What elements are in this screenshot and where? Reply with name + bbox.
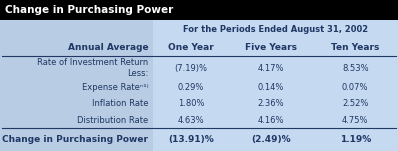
Text: 1.19%: 1.19% [339, 135, 371, 144]
FancyBboxPatch shape [0, 20, 398, 151]
Text: 4.75%: 4.75% [342, 116, 369, 125]
Text: 2.36%: 2.36% [258, 100, 284, 109]
Text: Inflation Rate: Inflation Rate [92, 100, 148, 109]
Text: 0.29%: 0.29% [178, 84, 204, 93]
Text: Distribution Rate: Distribution Rate [77, 116, 148, 125]
Text: Five Years: Five Years [245, 42, 297, 51]
Text: 4.17%: 4.17% [258, 64, 284, 72]
Text: 0.07%: 0.07% [342, 84, 369, 93]
Text: (2.49)%: (2.49)% [251, 135, 291, 144]
Text: 4.63%: 4.63% [178, 116, 204, 125]
Text: (13.91)%: (13.91)% [168, 135, 214, 144]
Text: 4.16%: 4.16% [258, 116, 284, 125]
Text: Annual Average: Annual Average [68, 42, 148, 51]
Text: For the Periods Ended August 31, 2002: For the Periods Ended August 31, 2002 [183, 24, 368, 34]
Text: Change in Purchasing Power: Change in Purchasing Power [5, 5, 173, 15]
Text: 8.53%: 8.53% [342, 64, 369, 72]
Text: Rate of Investment Return
Less:: Rate of Investment Return Less: [37, 58, 148, 78]
Text: Change in Purchasing Power: Change in Purchasing Power [2, 135, 148, 144]
Text: 1.80%: 1.80% [178, 100, 204, 109]
Text: Ten Years: Ten Years [331, 42, 379, 51]
Text: (7.19)%: (7.19)% [175, 64, 207, 72]
Text: 2.52%: 2.52% [342, 100, 369, 109]
FancyBboxPatch shape [0, 0, 398, 20]
Text: One Year: One Year [168, 42, 214, 51]
FancyBboxPatch shape [0, 20, 153, 151]
Text: Expense Rateⁿ¹⁾: Expense Rateⁿ¹⁾ [82, 84, 148, 93]
Text: 0.14%: 0.14% [258, 84, 284, 93]
